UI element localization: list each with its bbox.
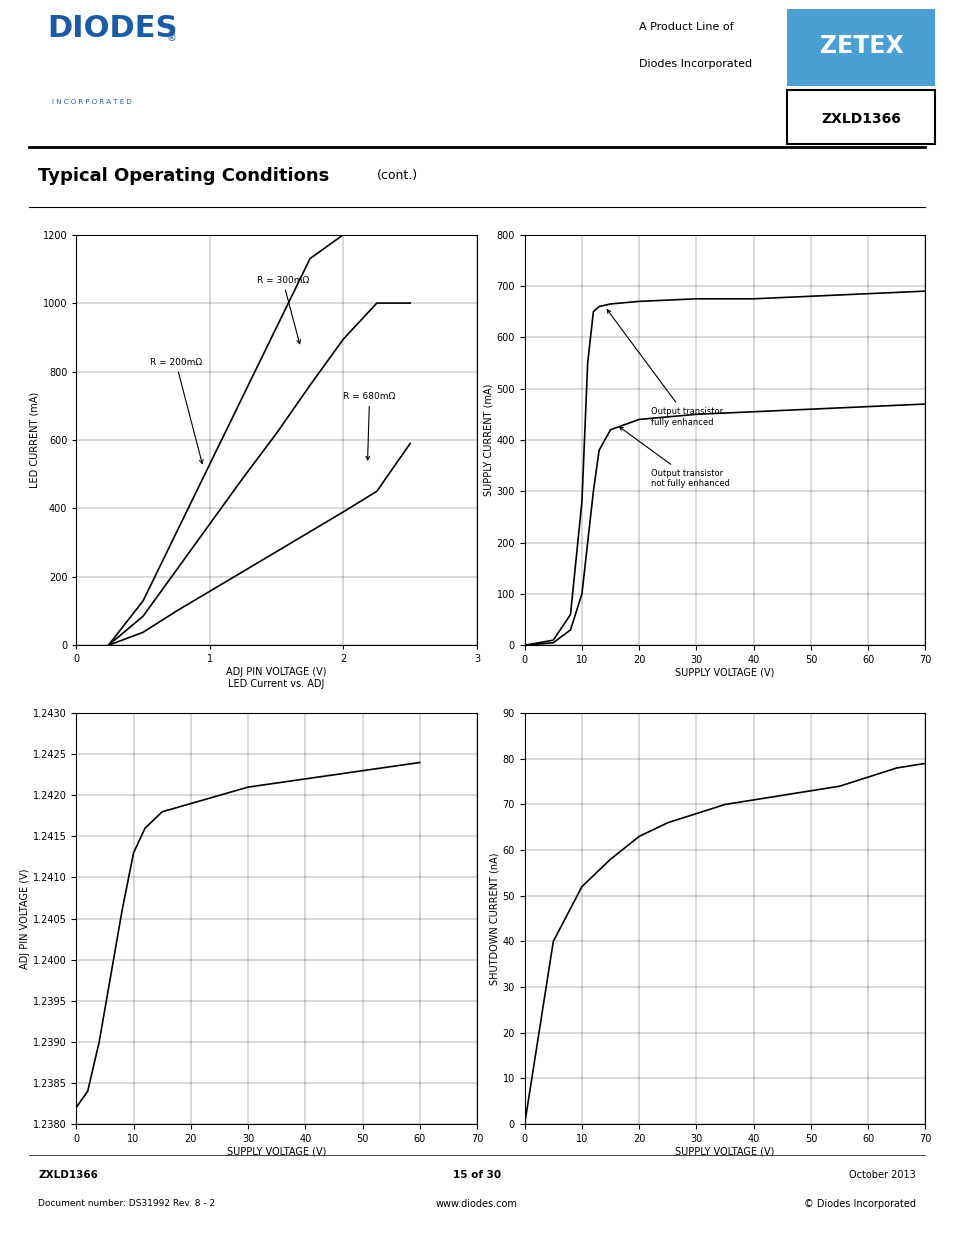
Text: Output transistor
fully enhanced: Output transistor fully enhanced <box>607 310 722 426</box>
FancyBboxPatch shape <box>786 90 934 143</box>
X-axis label: SUPPLY VOLTAGE (V): SUPPLY VOLTAGE (V) <box>675 668 774 678</box>
Text: I N C O R P O R A T E D: I N C O R P O R A T E D <box>52 99 132 105</box>
Text: DIODES: DIODES <box>48 14 178 43</box>
Text: © Diodes Incorporated: © Diodes Incorporated <box>803 1199 915 1209</box>
X-axis label: SUPPLY VOLTAGE (V): SUPPLY VOLTAGE (V) <box>227 1146 326 1156</box>
Text: R = 300mΩ: R = 300mΩ <box>256 275 309 343</box>
Text: ZXLD1366: ZXLD1366 <box>821 111 901 126</box>
Text: Diodes Incorporated: Diodes Incorporated <box>639 59 752 69</box>
Text: R = 200mΩ: R = 200mΩ <box>150 358 203 463</box>
X-axis label: SUPPLY VOLTAGE (V): SUPPLY VOLTAGE (V) <box>675 1146 774 1156</box>
Text: www.diodes.com: www.diodes.com <box>436 1199 517 1209</box>
Text: ®: ® <box>167 33 176 43</box>
Y-axis label: SHUTDOWN CURRENT (nA): SHUTDOWN CURRENT (nA) <box>489 852 499 984</box>
Y-axis label: SUPPLY CURRENT (mA): SUPPLY CURRENT (mA) <box>483 384 494 496</box>
Text: Output transistor
not fully enhanced: Output transistor not fully enhanced <box>618 427 729 488</box>
X-axis label: ADJ PIN VOLTAGE (V)
LED Current vs. ADJ: ADJ PIN VOLTAGE (V) LED Current vs. ADJ <box>226 667 327 689</box>
Text: Document number: DS31992 Rev. 8 - 2: Document number: DS31992 Rev. 8 - 2 <box>38 1199 215 1208</box>
Text: ZETEX: ZETEX <box>819 33 902 58</box>
FancyBboxPatch shape <box>786 9 934 86</box>
Text: October 2013: October 2013 <box>848 1171 915 1181</box>
Text: R = 680mΩ: R = 680mΩ <box>343 391 395 459</box>
Text: Typical Operating Conditions: Typical Operating Conditions <box>38 167 329 185</box>
Text: 15 of 30: 15 of 30 <box>453 1171 500 1181</box>
Text: (cont.): (cont.) <box>376 169 417 183</box>
Text: ZXLD1366: ZXLD1366 <box>38 1171 98 1181</box>
Y-axis label: ADJ PIN VOLTAGE (V): ADJ PIN VOLTAGE (V) <box>20 868 30 968</box>
Y-axis label: LED CURRENT (mA): LED CURRENT (mA) <box>30 391 40 488</box>
Text: A Product Line of: A Product Line of <box>639 22 733 32</box>
